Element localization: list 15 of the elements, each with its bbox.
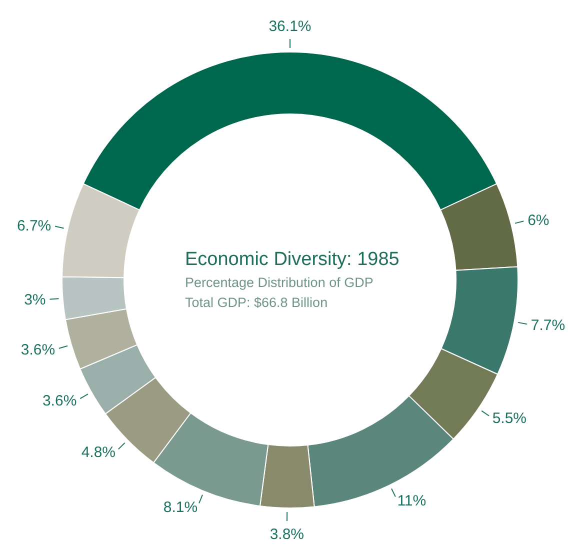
- data-label: 36.1%: [268, 18, 312, 35]
- text: Total GDP: $66.8 Billion: [185, 295, 328, 310]
- data-label: 4.8%: [81, 444, 116, 462]
- data-label: 6%: [528, 212, 550, 230]
- data-label: 6.7%: [16, 217, 52, 234]
- data-label: 7.7%: [530, 316, 566, 334]
- data-label: 3.6%: [20, 342, 56, 359]
- data-label: 5.5%: [492, 410, 527, 428]
- data-label: 3.8%: [270, 526, 304, 543]
- data-label: 3.6%: [42, 392, 77, 410]
- text: Economic Diversity: 1985: [185, 249, 400, 270]
- data-label: 3%: [24, 292, 46, 309]
- data-label: 11%: [397, 492, 426, 510]
- text: Percentage Distribution of GDP: [185, 275, 374, 290]
- data-label: 8.1%: [163, 498, 198, 516]
